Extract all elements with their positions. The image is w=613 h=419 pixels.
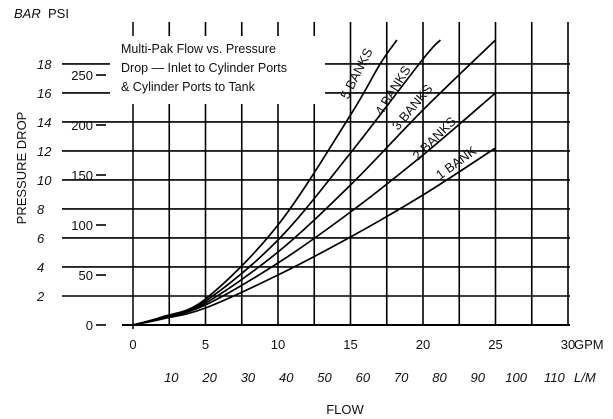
gpm-tick-label: 25 [488, 337, 502, 352]
annotation-backdrop [110, 36, 325, 104]
gpm-tick-label: 30 [561, 337, 575, 352]
x-unit-gpm: GPM [574, 337, 604, 352]
lpm-tick-label: 30 [241, 370, 256, 385]
grid [62, 22, 570, 325]
ticks: 0 50 100 150 200 250 2 4 6 8 10 12 14 16 18 0 5 10 15 20 25 3… [36, 57, 575, 385]
lpm-tick-label: 20 [201, 370, 217, 385]
bar-tick-label: 16 [37, 86, 52, 101]
gpm-tick-label: 15 [343, 337, 357, 352]
lpm-tick-label: 80 [432, 370, 447, 385]
x-axis-title: FLOW [326, 402, 364, 417]
y-axis-title: PRESSURE DROP [14, 112, 29, 225]
bar-tick-label: 8 [37, 202, 45, 217]
bar-tick-label: 4 [37, 260, 44, 275]
psi-tick-label: 50 [79, 268, 93, 283]
annotation-line-3: & Cylinder Ports to Tank [121, 80, 256, 94]
psi-tick-label: 100 [71, 218, 93, 233]
lpm-tick-label: 90 [471, 370, 486, 385]
curves [132, 39, 497, 326]
annotation-line-1: Multi-Pak Flow vs. Pressure [121, 42, 276, 56]
lpm-tick-label: 110 [544, 370, 565, 385]
gpm-tick-label: 0 [129, 337, 136, 352]
psi-tick-label: 200 [71, 118, 93, 133]
y-unit-psi: PSI [48, 6, 69, 21]
bar-tick-label: 6 [37, 231, 45, 246]
lpm-tick-label: 70 [394, 370, 409, 385]
lpm-tick-label: 10 [164, 370, 179, 385]
bar-tick-label: 10 [37, 173, 52, 188]
lpm-tick-label: 60 [356, 370, 371, 385]
gpm-tick-label: 10 [271, 337, 285, 352]
bar-tick-label: 2 [36, 289, 45, 304]
series-line-1-bank [132, 147, 496, 326]
series-line-3-banks [132, 39, 497, 326]
annotation-line-2: Drop — Inlet to Cylinder Ports [121, 61, 287, 75]
psi-tick-label: 150 [71, 168, 93, 183]
lpm-tick-label: 100 [505, 370, 527, 385]
y-unit-bar: BAR [14, 6, 41, 21]
bar-tick-label: 18 [37, 57, 52, 72]
gpm-tick-label: 20 [416, 337, 430, 352]
x-unit-lpm: L/M [574, 370, 596, 385]
bar-tick-label: 12 [37, 144, 52, 159]
psi-tick-label: 250 [71, 68, 93, 83]
lpm-tick-label: 50 [317, 370, 332, 385]
psi-tick-label: 0 [86, 318, 93, 333]
bar-tick-label: 14 [37, 115, 51, 130]
lpm-tick-label: 40 [279, 370, 294, 385]
series-line-5-banks [132, 39, 398, 326]
gpm-tick-label: 5 [202, 337, 209, 352]
